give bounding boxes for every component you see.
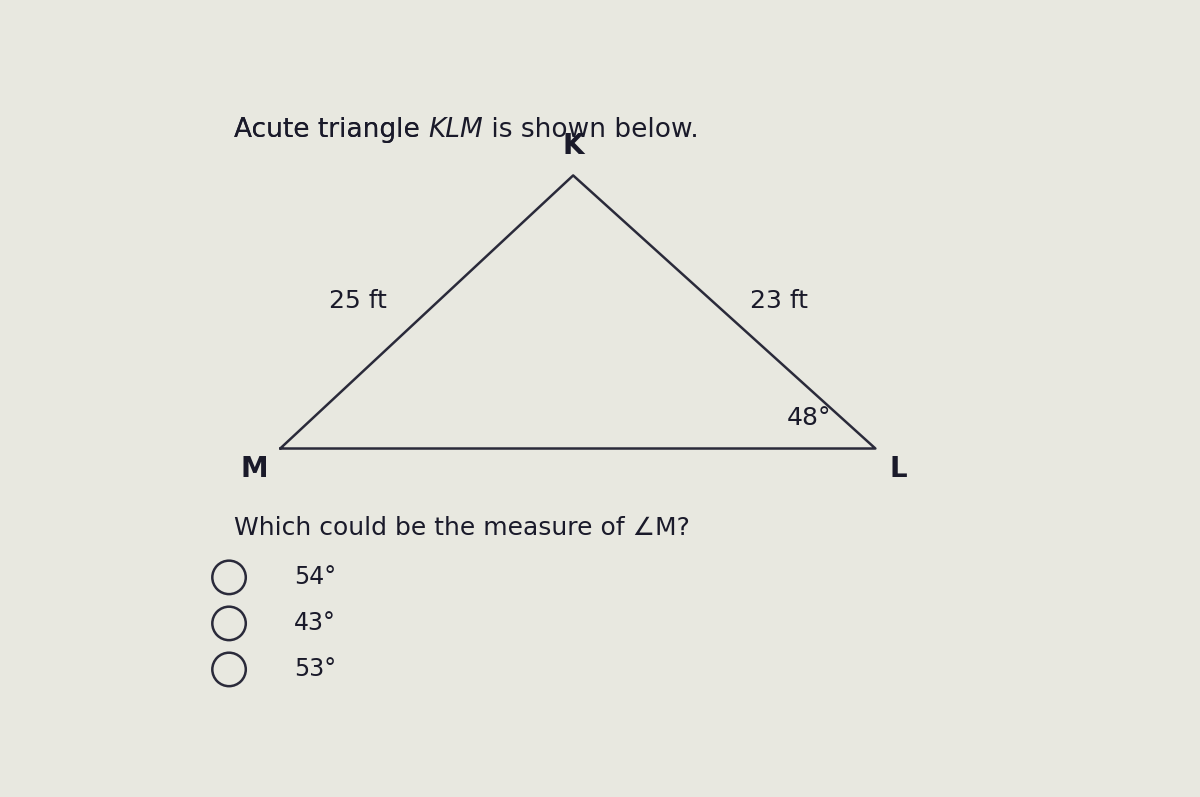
Text: Acute triangle: Acute triangle	[234, 117, 428, 143]
Text: L: L	[889, 454, 907, 483]
Text: Which could be the measure of ∠M?: Which could be the measure of ∠M?	[234, 516, 690, 540]
Text: 23 ft: 23 ft	[750, 289, 808, 313]
Text: K: K	[563, 132, 584, 160]
Text: 25 ft: 25 ft	[329, 289, 388, 313]
Text: Acute triangle: Acute triangle	[234, 117, 428, 143]
Text: 54°: 54°	[294, 565, 336, 590]
Text: 48°: 48°	[787, 406, 832, 430]
Text: 53°: 53°	[294, 658, 336, 681]
Text: 43°: 43°	[294, 611, 336, 635]
Text: KLM: KLM	[428, 117, 482, 143]
Text: is shown below.: is shown below.	[482, 117, 698, 143]
Text: M: M	[240, 454, 268, 483]
